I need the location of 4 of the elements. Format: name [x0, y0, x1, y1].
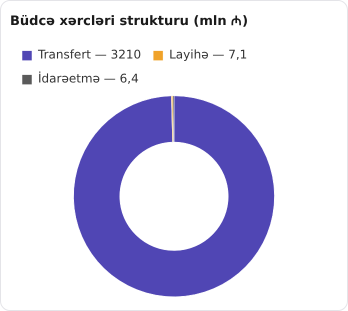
legend-label: Layihə — 7,1	[169, 48, 248, 62]
legend-label: İdarəetmə — 6,4	[38, 72, 139, 86]
chart-title: Büdcə xərcləri strukturu (mln ₼)	[10, 14, 248, 30]
legend-label: Transfert — 3210	[37, 48, 142, 62]
